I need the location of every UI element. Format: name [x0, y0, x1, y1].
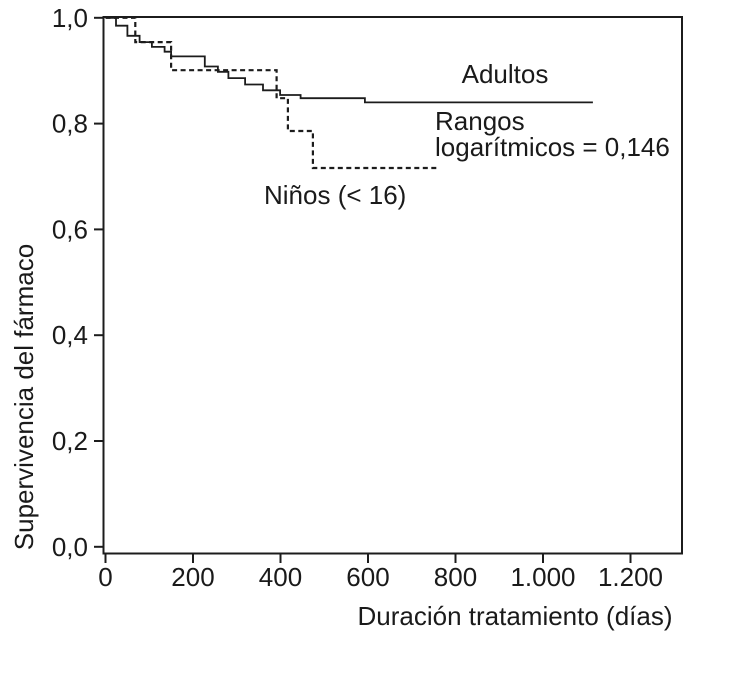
y-axis-tick-label: 0,0 [52, 532, 88, 562]
y-axis-tick-label: 0,6 [52, 214, 88, 244]
series-curve-ninos [105, 16, 438, 170]
series-label-adultos: Adultos [461, 59, 549, 89]
y-axis-tick-label: 0,8 [52, 109, 88, 139]
x-axis-tick-label: 1.000 [510, 562, 575, 592]
y-axis-title: Supervivencia del fármaco [9, 243, 39, 551]
x-axis-tick-label: 400 [259, 562, 302, 592]
series-curve-adultos [105, 16, 593, 104]
x-axis-tick-label: 800 [434, 562, 477, 592]
y-axis-tick-label: 1,0 [52, 3, 88, 33]
x-axis-tick-label: 200 [171, 562, 214, 592]
x-axis-tick-label: 600 [346, 562, 389, 592]
y-axis-tick-label: 0,2 [52, 426, 88, 456]
logrank-annotation: Rangos logarítmicos = 0,146 [435, 108, 670, 160]
logrank-annotation-line2: logarítmicos = 0,146 [435, 132, 670, 162]
logrank-annotation-line1: Rangos [435, 106, 525, 136]
x-axis-title: Duración tratamiento (días) [357, 601, 673, 631]
plot-frame [102, 16, 683, 555]
x-axis-tick-label: 1.200 [598, 562, 663, 592]
y-axis-tick-label: 0,4 [52, 320, 88, 350]
x-axis-tick-label: 0 [98, 562, 112, 592]
series-label-ninos: Niños (< 16) [264, 180, 407, 210]
